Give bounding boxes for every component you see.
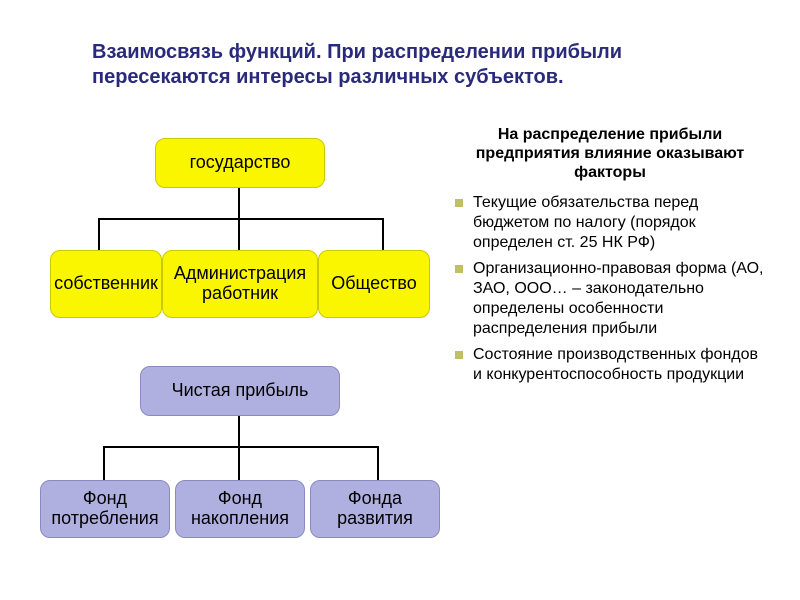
- node-label: Фонд потребления: [41, 489, 169, 529]
- factors-panel: На распределение прибыли предприятия вли…: [455, 125, 765, 391]
- factors-list: Текущие обязательства перед бюджетом по …: [455, 193, 765, 385]
- org-diagram: государство собственник Администрация ра…: [40, 130, 450, 580]
- conn-top-hbar: [98, 218, 384, 220]
- node-label: собственник: [54, 274, 158, 294]
- conn-to-accum: [238, 446, 240, 480]
- conn-to-dev: [377, 446, 379, 480]
- conn-bot-hbar: [103, 446, 379, 448]
- node-admin: Администрация работник: [162, 250, 318, 318]
- node-label: Фонд накопления: [176, 489, 304, 529]
- node-label: Администрация работник: [163, 264, 317, 304]
- node-fund-consumption: Фонд потребления: [40, 480, 170, 538]
- conn-state-down: [238, 188, 240, 218]
- conn-to-admin: [238, 218, 240, 250]
- factors-item: Организационно-правовая форма (АО, ЗАО, …: [455, 259, 765, 339]
- factors-item: Состояние производственных фондов и конк…: [455, 345, 765, 385]
- node-label: Общество: [331, 274, 417, 294]
- node-state: государство: [155, 138, 325, 188]
- node-label: Чистая прибыль: [172, 381, 309, 401]
- node-fund-accumulation: Фонд накопления: [175, 480, 305, 538]
- slide-title: Взаимосвязь функций. При распределении п…: [92, 40, 712, 90]
- conn-to-society: [382, 218, 384, 250]
- factors-heading: На распределение прибыли предприятия вли…: [455, 125, 765, 183]
- node-society: Общество: [318, 250, 430, 318]
- conn-profit-down: [238, 416, 240, 446]
- node-label: государство: [190, 153, 291, 173]
- conn-to-cons: [103, 446, 105, 480]
- node-label: Фонда развития: [311, 489, 439, 529]
- node-fund-development: Фонда развития: [310, 480, 440, 538]
- factors-item: Текущие обязательства перед бюджетом по …: [455, 193, 765, 253]
- node-net-profit: Чистая прибыль: [140, 366, 340, 416]
- node-owner: собственник: [50, 250, 162, 318]
- conn-to-owner: [98, 218, 100, 250]
